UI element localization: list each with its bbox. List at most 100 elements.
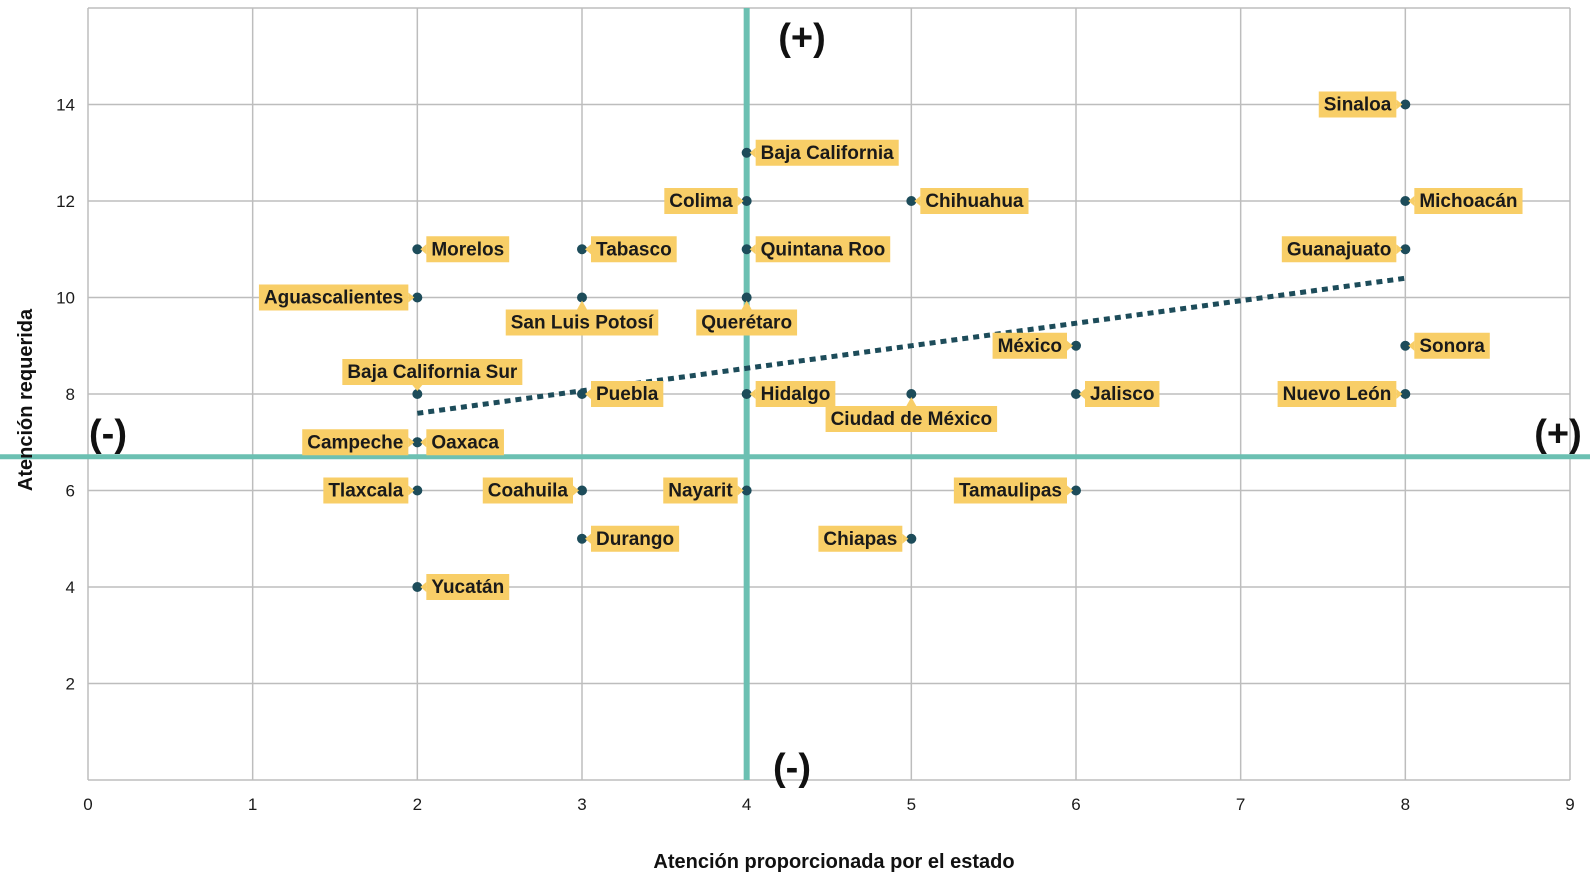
data-label-box: [696, 309, 798, 336]
data-label-text: Tlaxcala: [328, 481, 403, 502]
data-label-text: Querétaro: [701, 313, 792, 334]
data-label-box: [825, 406, 998, 432]
data-label-box: [426, 574, 510, 600]
y-tick-label: 10: [56, 289, 75, 308]
data-label: Durango: [585, 525, 680, 552]
point-morelos: [412, 244, 423, 255]
quadrant-marker-top: (+): [778, 17, 826, 59]
x-tick-label: 0: [83, 795, 92, 814]
point-san-luis-potosi: [577, 292, 587, 303]
data-label: Sonora: [1408, 332, 1490, 359]
data-label: Tabasco: [585, 236, 677, 263]
x-tick-label: 8: [1401, 795, 1410, 814]
data-label: Morelos: [420, 236, 510, 263]
data-label: Tamaulipas: [953, 477, 1073, 504]
point-coahuila: [577, 485, 587, 496]
data-label-text: Aguascalientes: [264, 288, 403, 309]
data-label: Quintana Roo: [749, 236, 891, 263]
point-chihuahua: [906, 196, 917, 206]
data-label-text: Sinaloa: [1324, 95, 1392, 116]
data-label-box: [482, 477, 573, 504]
data-label: Puebla: [585, 381, 664, 407]
data-label: Guanajuato: [1281, 236, 1403, 263]
quadrant-marker-right: (+): [1534, 413, 1582, 455]
data-label-box: [992, 332, 1067, 359]
data-label-box: [663, 477, 738, 504]
data-label-box: [591, 381, 664, 407]
data-label-text: Yucatán: [431, 577, 504, 598]
x-axis-title: Atención proporcionada por el estado: [653, 851, 1014, 873]
y-tick-label: 6: [66, 482, 75, 501]
data-label-text: Michoacán: [1419, 191, 1517, 212]
data-label-box: [1318, 91, 1397, 118]
data-label-text: San Luis Potosí: [511, 313, 654, 334]
data-labels: Sinaloa Baja California Colima Chihuahua Mic…: [258, 91, 1523, 600]
point-ciudad-de-mexico: [906, 389, 917, 399]
data-label-box: [258, 284, 409, 311]
data-label-text: Nuevo León: [1283, 384, 1392, 405]
point-chiapas: [906, 533, 917, 544]
data-label: Colima: [664, 188, 744, 214]
x-tick-label: 4: [742, 795, 751, 814]
data-label-box: [755, 236, 891, 263]
data-label: Oaxaca: [420, 429, 504, 456]
data-label: Ciudad de México: [825, 397, 998, 432]
point-jalisco: [1071, 389, 1081, 399]
point-durango: [577, 533, 587, 544]
data-label-box: [1277, 381, 1397, 407]
data-label: Michoacán: [1408, 188, 1523, 214]
point-baja-california-sur: [412, 389, 423, 399]
x-tick-label: 9: [1565, 795, 1574, 814]
data-label-box: [302, 429, 409, 456]
grid: [87, 7, 1571, 781]
data-label: Yucatán: [420, 574, 510, 600]
point-mexico: [1071, 340, 1081, 351]
x-tick-label: 3: [577, 795, 586, 814]
point-hidalgo: [741, 389, 752, 399]
point-michoacan: [1400, 196, 1411, 206]
data-label-box: [953, 477, 1067, 504]
data-points: [412, 99, 1411, 592]
data-label-text: Oaxaca: [431, 432, 499, 453]
data-label-text: Chihuahua: [925, 191, 1024, 212]
data-label-text: Morelos: [431, 239, 504, 260]
point-puebla: [577, 389, 587, 399]
data-label-box: [664, 188, 738, 214]
point-tlaxcala: [412, 485, 423, 496]
data-label: Aguascalientes: [258, 284, 415, 311]
point-queretaro: [741, 292, 752, 303]
data-label-box: [818, 525, 903, 552]
point-oaxaca: [412, 437, 423, 448]
x-tick-label: 5: [907, 795, 916, 814]
point-sinaloa: [1400, 99, 1411, 110]
data-label-text: Tamaulipas: [959, 481, 1062, 502]
data-label: Coahuila: [482, 477, 579, 504]
quadrant-marker-bottom: (-): [773, 747, 811, 789]
data-label: San Luis Potosí: [505, 300, 659, 336]
data-label-box: [1281, 236, 1397, 263]
data-label-text: Chiapas: [823, 529, 897, 550]
point-aguascalientes: [412, 292, 423, 303]
point-tabasco: [577, 244, 587, 255]
y-tick-label: 12: [56, 192, 75, 211]
point-tamaulipas: [1071, 485, 1081, 496]
point-yucatan: [412, 582, 423, 592]
point-quintana-roo: [741, 244, 752, 255]
data-label: Jalisco: [1079, 381, 1160, 407]
data-label-text: Tabasco: [596, 239, 672, 260]
data-label-box: [755, 139, 899, 166]
y-tick-label: 2: [66, 675, 75, 694]
x-tick-label: 7: [1236, 795, 1245, 814]
data-label-box: [1414, 188, 1523, 214]
y-tick-label: 14: [56, 96, 75, 115]
x-tick-label: 6: [1071, 795, 1080, 814]
data-label-text: Quintana Roo: [761, 239, 886, 260]
data-label-text: Jalisco: [1090, 384, 1154, 405]
x-tick-label: 2: [413, 795, 422, 814]
y-tick-label: 4: [66, 578, 75, 597]
data-label: Sinaloa: [1318, 91, 1403, 118]
y-axis-title: Atención requerida: [15, 308, 37, 491]
data-label-box: [426, 236, 510, 263]
